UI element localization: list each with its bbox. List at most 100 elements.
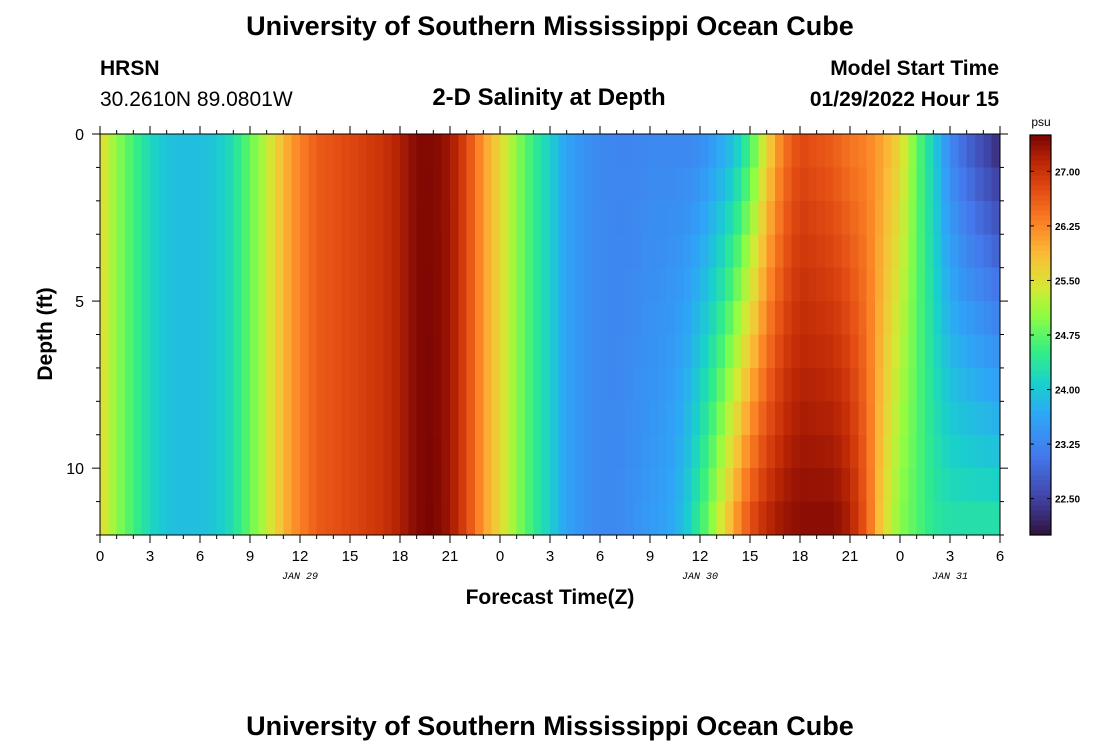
heatmap-cell xyxy=(208,200,218,235)
heatmap-cell xyxy=(383,334,393,369)
heatmap-cell xyxy=(825,234,834,269)
heatmap-cell xyxy=(725,334,734,369)
heatmap-cell xyxy=(625,334,634,369)
heatmap-cell xyxy=(958,301,968,336)
heatmap-cell xyxy=(833,134,843,169)
heatmap-cell xyxy=(691,501,701,536)
heatmap-cell xyxy=(216,167,226,202)
heatmap-cell xyxy=(558,134,568,169)
heatmap-cell xyxy=(825,401,834,436)
heatmap-cell xyxy=(408,468,418,503)
heatmap-cell xyxy=(333,334,343,369)
heatmap-cell xyxy=(425,468,434,503)
heatmap-cell xyxy=(641,200,651,235)
heatmap-cell xyxy=(116,334,126,369)
heatmap-cell xyxy=(691,334,701,369)
heatmap-cell xyxy=(316,167,326,202)
heatmap-cell xyxy=(175,167,184,202)
heatmap-cell xyxy=(933,167,943,202)
heatmap-cell xyxy=(908,200,918,235)
heatmap-cell xyxy=(541,267,551,302)
heatmap-cell xyxy=(516,200,526,235)
heatmap-cell xyxy=(416,301,426,336)
heatmap-cell xyxy=(608,134,618,169)
heatmap-cell xyxy=(658,401,668,436)
heatmap-cell xyxy=(525,134,534,169)
heatmap-cell xyxy=(391,267,401,302)
heatmap-cell xyxy=(900,334,909,369)
heatmap-cell xyxy=(750,301,759,336)
heatmap-cell xyxy=(933,367,943,402)
heatmap-cell xyxy=(766,367,776,402)
heatmap-cell xyxy=(541,134,551,169)
heatmap-cell xyxy=(241,367,251,402)
colorbar-segment xyxy=(1030,320,1051,326)
heatmap-cell xyxy=(891,234,901,269)
heatmap-cell xyxy=(583,134,593,169)
heatmap-cell xyxy=(850,434,859,469)
heatmap-cell xyxy=(950,468,959,503)
heatmap-cell xyxy=(116,468,126,503)
heatmap-cell xyxy=(625,200,634,235)
heatmap-cell xyxy=(750,468,759,503)
heatmap-cell xyxy=(625,167,634,202)
heatmap-cell xyxy=(816,468,826,503)
heatmap-cell xyxy=(225,200,234,235)
heatmap-cell xyxy=(916,367,926,402)
heatmap-cell xyxy=(275,367,284,402)
heatmap-cell xyxy=(650,501,659,536)
heatmap-cell xyxy=(400,468,409,503)
heatmap-cell xyxy=(766,301,776,336)
heatmap-cell xyxy=(950,134,959,169)
heatmap-cell xyxy=(541,434,551,469)
heatmap-cell xyxy=(558,367,568,402)
heatmap-cell xyxy=(191,367,201,402)
x-date-label: JAN 30 xyxy=(682,572,718,583)
heatmap-cell xyxy=(525,301,534,336)
colorbar-segment xyxy=(1030,380,1051,386)
heatmap-cell xyxy=(766,501,776,536)
heatmap-cell xyxy=(441,301,451,336)
heatmap-cell xyxy=(266,501,276,536)
heatmap-cell xyxy=(358,367,368,402)
heatmap-cell xyxy=(391,234,401,269)
heatmap-cell xyxy=(100,267,109,302)
heatmap-cell xyxy=(408,401,418,436)
heatmap-cell xyxy=(725,401,734,436)
heatmap-cell xyxy=(633,367,643,402)
heatmap-cell xyxy=(600,401,609,436)
heatmap-cell xyxy=(975,367,984,402)
heatmap-cell xyxy=(258,468,268,503)
heatmap-cell xyxy=(525,367,534,402)
heatmap-cell xyxy=(800,434,809,469)
heatmap-cell xyxy=(608,434,618,469)
heatmap-cell xyxy=(358,200,368,235)
heatmap-cell xyxy=(833,234,843,269)
heatmap-cell xyxy=(658,468,668,503)
heatmap-cell xyxy=(358,401,368,436)
heatmap-cell xyxy=(716,434,726,469)
heatmap-cell xyxy=(458,234,468,269)
heatmap-cell xyxy=(241,134,251,169)
heatmap-cell xyxy=(708,167,718,202)
heatmap-cell xyxy=(333,301,343,336)
heatmap-cell xyxy=(266,401,276,436)
heatmap-cell xyxy=(500,334,509,369)
heatmap-cell xyxy=(816,434,826,469)
heatmap-cell xyxy=(241,200,251,235)
heatmap-cell xyxy=(308,301,318,336)
heatmap-cell xyxy=(558,267,568,302)
heatmap-cell xyxy=(208,301,218,336)
heatmap-cell xyxy=(983,200,993,235)
heatmap-cell xyxy=(816,134,826,169)
heatmap-cell xyxy=(641,401,651,436)
heatmap-cell xyxy=(925,134,934,169)
heatmap-cell xyxy=(558,301,568,336)
heatmap-cell xyxy=(266,367,276,402)
heatmap-cell xyxy=(408,367,418,402)
heatmap-cell xyxy=(791,134,801,169)
heatmap-cell xyxy=(550,468,559,503)
heatmap-cell xyxy=(833,434,843,469)
heatmap-cell xyxy=(133,134,143,169)
heatmap-cell xyxy=(141,367,151,402)
